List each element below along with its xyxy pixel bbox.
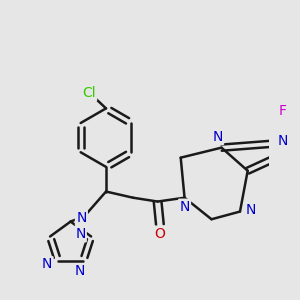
Text: N: N xyxy=(277,134,287,148)
Text: Cl: Cl xyxy=(82,86,96,100)
Text: O: O xyxy=(154,227,165,241)
Text: N: N xyxy=(76,211,87,225)
Text: N: N xyxy=(212,130,223,144)
Text: F: F xyxy=(278,104,286,118)
Text: N: N xyxy=(179,200,190,214)
Text: N: N xyxy=(75,227,86,241)
Text: N: N xyxy=(246,203,256,217)
Text: N: N xyxy=(74,264,85,278)
Text: N: N xyxy=(42,257,52,272)
